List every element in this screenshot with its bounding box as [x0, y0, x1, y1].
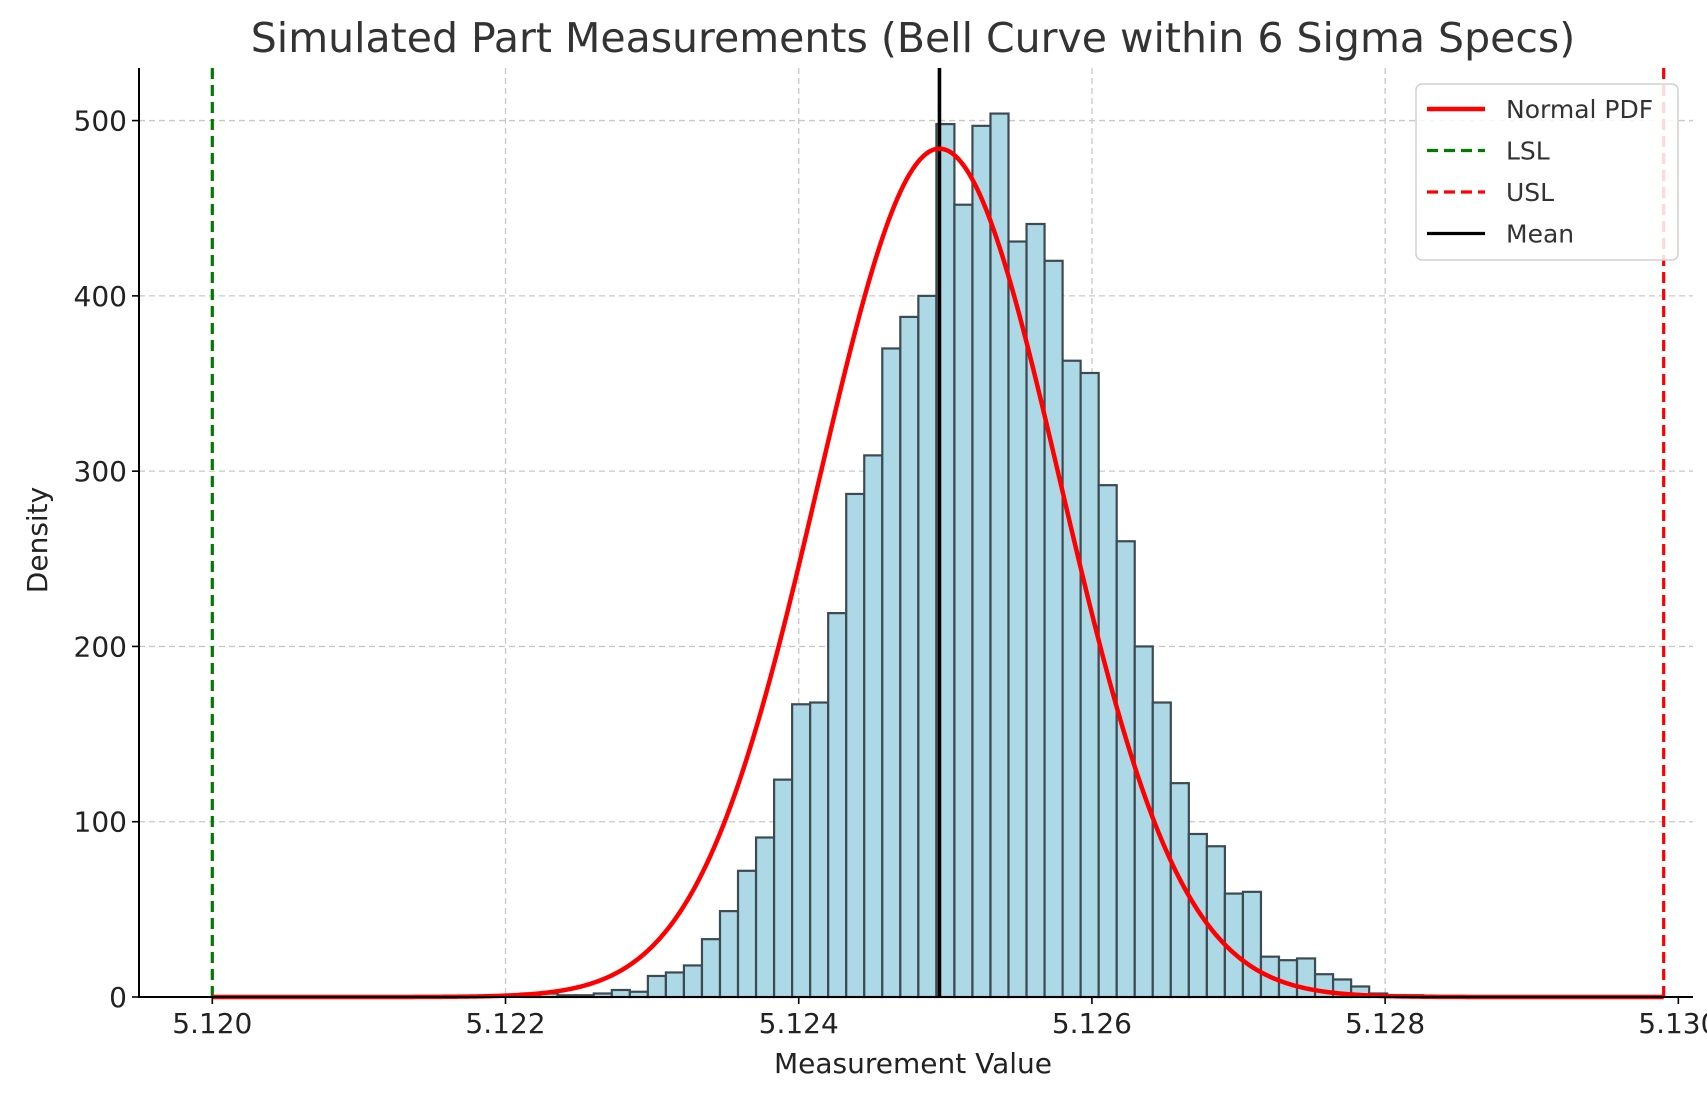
histogram-bar	[791, 703, 812, 999]
histogram-bar	[1277, 959, 1299, 999]
histogram-bar	[646, 974, 667, 999]
histogram-bar	[610, 988, 631, 999]
y-tick-label: 200	[74, 630, 127, 663]
legend-label: Mean	[1506, 220, 1574, 249]
axes	[132, 68, 1693, 1004]
histogram-bar	[1097, 484, 1118, 999]
y-tick-label: 100	[74, 806, 127, 839]
legend: Normal PDF LSL USL Mean	[1415, 83, 1679, 261]
y-tick-label: 300	[74, 455, 127, 488]
histogram-bar	[1025, 222, 1046, 999]
histogram-bar	[1187, 832, 1208, 999]
y-tick-label: 400	[74, 280, 127, 313]
histogram-bar	[772, 778, 794, 999]
legend-label: LSL	[1506, 137, 1550, 166]
histogram-bar	[1205, 845, 1226, 999]
histogram-bar	[809, 701, 830, 999]
x-tick-label: 5.124	[759, 1007, 839, 1040]
x-axis-label: Measurement Value	[774, 1047, 1052, 1080]
histogram-bar	[718, 910, 740, 999]
histogram-bar	[1061, 359, 1082, 999]
histogram-bar	[682, 964, 704, 999]
histogram-bar	[1241, 890, 1263, 999]
y-axis-label: Density	[21, 487, 54, 593]
histogram-bar	[827, 612, 848, 999]
histogram-bar	[1133, 645, 1154, 999]
histogram-bar	[1007, 240, 1028, 999]
x-tick-label: 5.122	[465, 1007, 545, 1040]
legend-label: USL	[1506, 178, 1554, 207]
x-tick-label: 5.130	[1638, 1007, 1707, 1040]
y-tick-label: 500	[74, 105, 127, 138]
histogram-bar	[1079, 371, 1100, 999]
histogram-bar	[845, 492, 866, 999]
legend-label: Normal PDF	[1506, 95, 1653, 124]
histogram-bar	[736, 869, 758, 999]
histogram-bar	[754, 836, 776, 999]
x-tick-label: 5.126	[1052, 1007, 1132, 1040]
chart-title: Simulated Part Measurements (Bell Curve …	[251, 14, 1575, 62]
histogram-bar	[881, 347, 902, 999]
histogram-bar	[664, 971, 686, 999]
histogram-bars	[520, 112, 1425, 999]
histogram-bar	[863, 454, 884, 999]
x-tick-label: 5.128	[1345, 1007, 1425, 1040]
tick-labels: 5.120 5.122 5.124 5.126 5.128 5.130 0 100 200 300…	[74, 105, 1707, 1040]
histogram-bar	[971, 124, 992, 999]
histogram-bar	[899, 315, 920, 999]
y-tick-label: 0	[109, 981, 127, 1014]
histogram-bar	[917, 294, 938, 999]
histogram-bar	[1115, 540, 1136, 999]
x-tick-label: 5.120	[172, 1007, 252, 1040]
legend-box	[1415, 83, 1679, 261]
histogram-bar	[1043, 259, 1064, 999]
histogram-bar	[700, 938, 722, 999]
histogram-bar	[953, 203, 974, 999]
